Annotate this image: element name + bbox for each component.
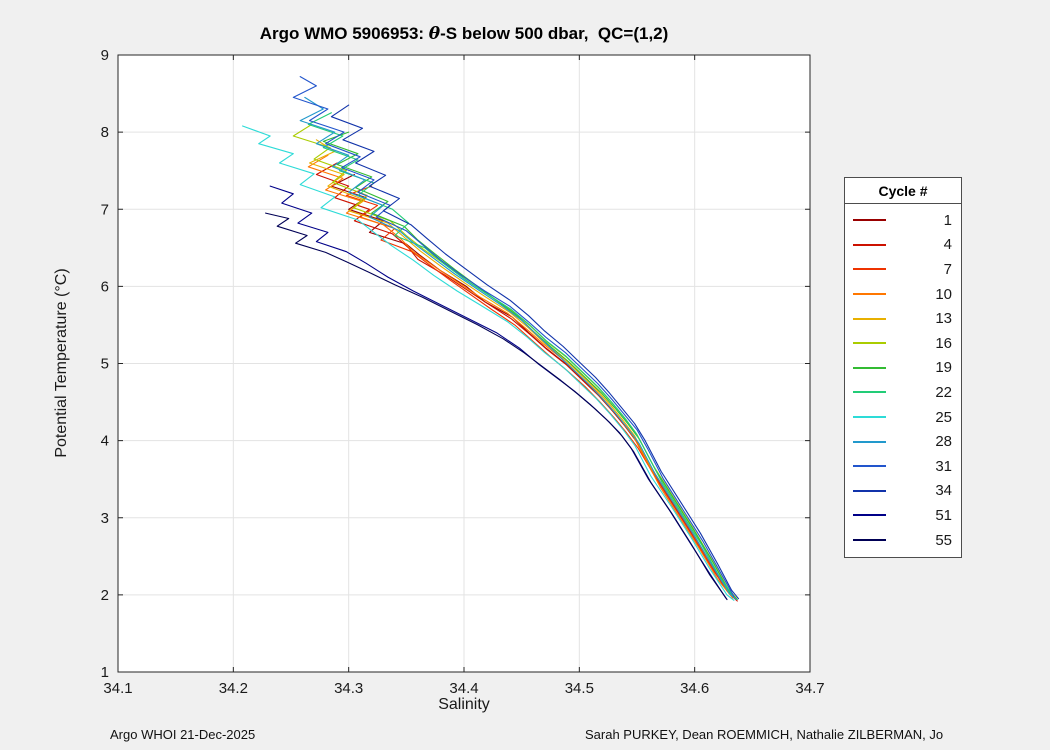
x-tick-label: 34.6 bbox=[680, 680, 709, 697]
legend-entry-label: 7 bbox=[943, 260, 952, 278]
series-line-cycle-55 bbox=[265, 212, 728, 601]
y-tick-label: 5 bbox=[101, 356, 109, 373]
x-tick-label: 34.5 bbox=[565, 680, 594, 697]
legend-entry: 19 bbox=[853, 356, 952, 381]
legend-entry: 10 bbox=[853, 282, 952, 307]
y-tick-label: 1 bbox=[101, 664, 109, 681]
x-tick-label: 34.1 bbox=[103, 680, 132, 697]
legend-entry: 13 bbox=[853, 306, 952, 331]
chart-title-suffix: -S below 500 dbar, QC=(1,2) bbox=[440, 24, 669, 43]
y-tick-label: 3 bbox=[101, 510, 109, 527]
legend-entry-label: 16 bbox=[935, 334, 952, 352]
y-tick-label: 9 bbox=[101, 47, 109, 64]
legend-line-sample bbox=[853, 514, 886, 517]
y-tick-label: 7 bbox=[101, 201, 109, 218]
legend-line-sample bbox=[853, 489, 886, 492]
x-tick-label: 34.2 bbox=[219, 680, 248, 697]
x-tick-label: 34.3 bbox=[334, 680, 363, 697]
chart-title: Argo WMO 5906953: θ-S below 500 dbar, QC… bbox=[118, 24, 810, 44]
legend-line-sample bbox=[853, 416, 886, 419]
legend-entry: 31 bbox=[853, 454, 952, 479]
legend-entry-label: 25 bbox=[935, 408, 952, 426]
legend-line-sample bbox=[853, 440, 886, 443]
legend-line-sample bbox=[853, 317, 886, 320]
legend-entry-label: 28 bbox=[935, 433, 952, 451]
legend-entry-label: 13 bbox=[935, 310, 952, 328]
legend-entry-label: 4 bbox=[943, 236, 952, 254]
legend-entry-label: 51 bbox=[935, 506, 952, 524]
series-line-cycle-22 bbox=[307, 112, 735, 598]
legend-items: 1 4 7 10 13 16 19 22 25 28 31 34 51 55 bbox=[845, 204, 961, 557]
legend-line-sample bbox=[853, 268, 886, 271]
y-axis-label: Potential Temperature (°C) bbox=[53, 268, 70, 458]
x-axis-label: Salinity bbox=[438, 696, 490, 713]
series-line-cycle-28 bbox=[299, 96, 737, 601]
legend-entry: 25 bbox=[853, 405, 952, 430]
x-tick-label: 34.4 bbox=[449, 680, 478, 697]
legend-line-sample bbox=[853, 293, 886, 296]
legend-entry: 1 bbox=[853, 208, 952, 233]
legend-line-sample bbox=[853, 539, 886, 542]
legend-entry: 28 bbox=[853, 429, 952, 454]
y-tick-label: 8 bbox=[101, 124, 109, 141]
legend-line-sample bbox=[853, 391, 886, 394]
legend-title: Cycle # bbox=[845, 178, 961, 204]
series-line-cycle-19 bbox=[322, 131, 738, 601]
legend-entry-label: 1 bbox=[943, 211, 952, 229]
legend-line-sample bbox=[853, 465, 886, 468]
series-line-cycle-25 bbox=[242, 125, 735, 601]
series-line-cycle-34 bbox=[330, 104, 740, 600]
series-line-cycle-31 bbox=[292, 76, 735, 597]
theta-symbol: θ bbox=[428, 24, 441, 44]
legend-entry: 4 bbox=[853, 233, 952, 258]
legend-line-sample bbox=[853, 219, 886, 222]
legend-entry: 22 bbox=[853, 380, 952, 405]
legend-entry-label: 22 bbox=[935, 383, 952, 401]
footer-credit-left: Argo WHOI 21-Dec-2025 bbox=[110, 727, 256, 742]
y-tick-label: 2 bbox=[101, 587, 109, 604]
legend-entry: 55 bbox=[853, 528, 952, 553]
y-tick-label: 4 bbox=[101, 433, 109, 450]
legend-entry: 7 bbox=[853, 257, 952, 282]
footer-credit-right: Sarah PURKEY, Dean ROEMMICH, Nathalie ZI… bbox=[585, 727, 944, 742]
legend-entry-label: 10 bbox=[935, 285, 952, 303]
legend-entry: 16 bbox=[853, 331, 952, 356]
y-tick-label: 6 bbox=[101, 278, 109, 295]
legend-entry-label: 34 bbox=[935, 482, 952, 500]
legend-line-sample bbox=[853, 243, 886, 246]
legend-entry-label: 19 bbox=[935, 359, 952, 377]
legend-line-sample bbox=[853, 342, 886, 345]
legend-entry-label: 55 bbox=[935, 531, 952, 549]
x-tick-label: 34.7 bbox=[795, 680, 824, 697]
legend-line-sample bbox=[853, 366, 886, 369]
legend-entry: 51 bbox=[853, 503, 952, 528]
legend-entry: 34 bbox=[853, 479, 952, 504]
chart-title-prefix: Argo WMO 5906953: bbox=[259, 24, 429, 43]
legend-entry-label: 31 bbox=[935, 457, 952, 475]
legend: Cycle # 1 4 7 10 13 16 19 22 25 28 31 34 51 55 bbox=[844, 177, 962, 559]
